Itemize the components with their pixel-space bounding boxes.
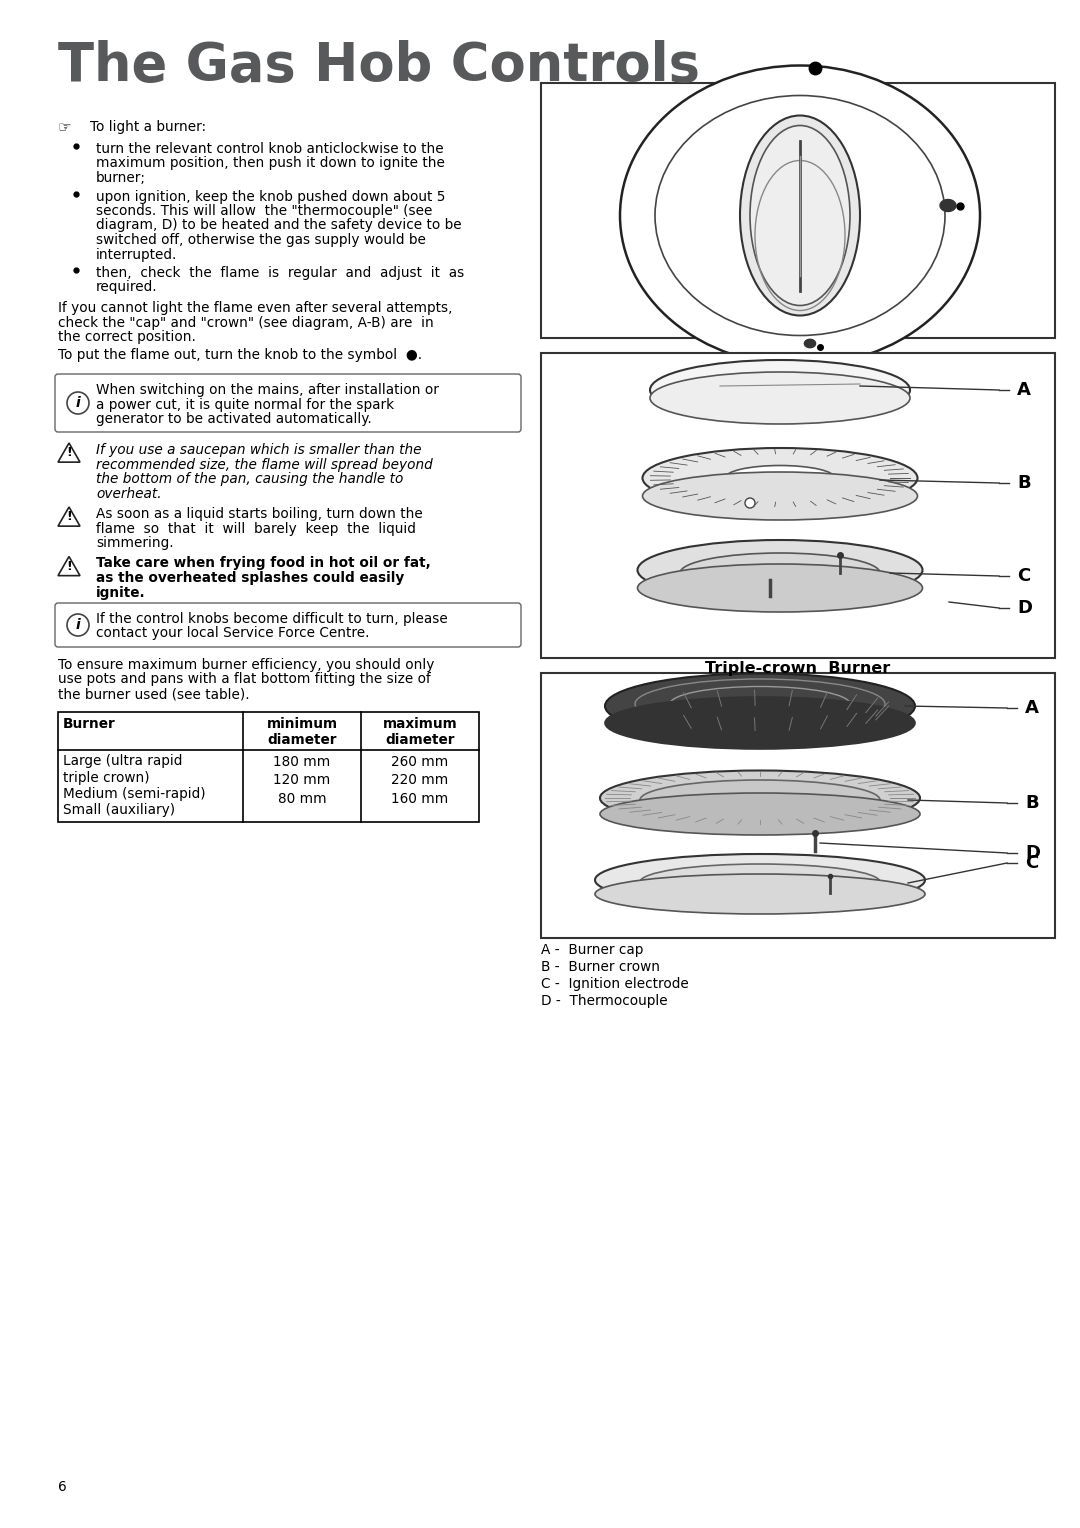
FancyBboxPatch shape [55,604,521,646]
Text: !: ! [66,510,72,523]
Bar [541,353,1055,659]
Text: Burner: Burner [63,717,116,730]
Ellipse shape [640,863,880,900]
Text: simmering.: simmering. [96,536,174,550]
Ellipse shape [680,553,880,593]
Polygon shape [940,200,956,211]
Text: Triple-crown  Burner: Triple-crown Burner [705,662,891,675]
Ellipse shape [595,874,924,914]
Text: the correct position.: the correct position. [58,330,195,344]
Circle shape [67,393,89,414]
Text: interrupted.: interrupted. [96,248,177,261]
Text: 80 mm: 80 mm [278,792,326,807]
Text: upon ignition, keep the knob pushed down about 5: upon ignition, keep the knob pushed down… [96,189,446,203]
Text: 260 mm: 260 mm [391,755,448,769]
Text: The Gas Hob Controls: The Gas Hob Controls [58,40,700,92]
Text: a power cut, it is quite normal for the spark: a power cut, it is quite normal for the … [96,397,394,411]
Text: If the control knobs become difficult to turn, please: If the control knobs become difficult to… [96,613,448,626]
Text: !: ! [66,446,72,458]
Ellipse shape [650,361,910,420]
Text: C -  Ignition electrode: C - Ignition electrode [541,976,689,992]
Circle shape [67,614,89,636]
Text: B: B [1017,474,1030,492]
Text: the bottom of the pan, causing the handle to: the bottom of the pan, causing the handl… [96,472,403,486]
Ellipse shape [595,854,924,906]
Text: B -  Burner crown: B - Burner crown [541,960,660,973]
Ellipse shape [620,66,980,365]
Text: check the "cap" and "crown" (see diagram, A-B) are  in: check the "cap" and "crown" (see diagram… [58,315,434,330]
FancyBboxPatch shape [55,374,521,432]
Text: B: B [1025,795,1039,811]
Text: ignite.: ignite. [96,585,146,599]
Text: To ensure maximum burner efficiency, you should only: To ensure maximum burner efficiency, you… [58,659,434,672]
Ellipse shape [605,697,915,749]
Ellipse shape [637,564,922,613]
Text: D: D [1025,843,1040,862]
Text: burner;: burner; [96,171,146,185]
Bar [58,712,480,822]
Ellipse shape [643,448,918,507]
Text: as the overheated splashes could easily: as the overheated splashes could easily [96,571,404,585]
Text: C: C [1025,854,1038,872]
Ellipse shape [750,125,850,306]
Text: If you cannot light the flame even after several attempts,: If you cannot light the flame even after… [58,301,453,315]
Text: 180 mm: 180 mm [273,755,330,769]
Text: i: i [76,396,80,410]
Text: To light a burner:: To light a burner: [90,121,206,134]
Text: contact your local Service Force Centre.: contact your local Service Force Centre. [96,626,369,640]
Text: recommended size, the flame will spread beyond: recommended size, the flame will spread … [96,457,433,472]
Ellipse shape [605,674,915,738]
Text: diagram, D) to be heated and the safety device to be: diagram, D) to be heated and the safety … [96,219,461,232]
Text: turn the relevant control knob anticlockwise to the: turn the relevant control knob anticlock… [96,142,444,156]
Text: flame  so  that  it  will  barely  keep  the  liquid: flame so that it will barely keep the li… [96,521,416,535]
Bar [541,83,1055,338]
Text: A: A [1017,380,1031,399]
Ellipse shape [600,770,920,825]
Text: minimum
diameter: minimum diameter [267,717,338,747]
Text: !: ! [66,559,72,573]
Text: switched off, otherwise the gas supply would be: switched off, otherwise the gas supply w… [96,232,426,248]
Text: use pots and pans with a flat bottom fitting the size of: use pots and pans with a flat bottom fit… [58,672,431,686]
Text: If you use a saucepan which is smaller than the: If you use a saucepan which is smaller t… [96,443,421,457]
Text: required.: required. [96,281,158,295]
Ellipse shape [725,466,835,490]
Ellipse shape [740,116,860,315]
Ellipse shape [637,539,922,601]
Text: Take care when frying food in hot oil or fat,: Take care when frying food in hot oil or… [96,556,431,570]
Text: i: i [76,617,80,633]
Text: ☞: ☞ [58,121,71,134]
Text: generator to be activated automatically.: generator to be activated automatically. [96,413,372,426]
Text: 160 mm: 160 mm [391,792,448,807]
Text: 6: 6 [58,1481,67,1494]
Text: seconds. This will allow  the "thermocouple" (see: seconds. This will allow the "thermocoup… [96,205,432,219]
Text: C: C [1017,567,1030,585]
Text: As soon as a liquid starts boiling, turn down the: As soon as a liquid starts boiling, turn… [96,507,422,521]
Text: D -  Thermocouple: D - Thermocouple [541,995,667,1008]
Text: 120 mm: 120 mm [273,773,330,787]
Circle shape [745,498,755,507]
Ellipse shape [650,371,910,423]
Polygon shape [58,556,80,576]
Text: overheat.: overheat. [96,486,162,501]
Text: maximum
diameter: maximum diameter [382,717,457,747]
Polygon shape [805,339,815,348]
Text: To put the flame out, turn the knob to the symbol  ●.: To put the flame out, turn the knob to t… [58,348,422,362]
Polygon shape [58,507,80,526]
Bar [541,672,1055,938]
Ellipse shape [654,95,945,336]
Text: Large (ultra rapid
triple crown)
Medium (semi-rapid)
Small (auxiliary): Large (ultra rapid triple crown) Medium … [63,755,205,817]
Text: 220 mm: 220 mm [391,773,448,787]
Text: the burner used (see table).: the burner used (see table). [58,688,249,701]
Text: maximum position, then push it down to ignite the: maximum position, then push it down to i… [96,156,445,171]
Text: then,  check  the  flame  is  regular  and  adjust  it  as: then, check the flame is regular and adj… [96,266,464,280]
Polygon shape [58,443,80,461]
Ellipse shape [600,793,920,834]
Ellipse shape [643,472,918,520]
Text: D: D [1017,599,1032,617]
Text: A: A [1025,698,1039,717]
Text: When switching on the mains, after installation or: When switching on the mains, after insta… [96,384,438,397]
Text: A -  Burner cap: A - Burner cap [541,943,644,957]
Ellipse shape [640,779,880,821]
